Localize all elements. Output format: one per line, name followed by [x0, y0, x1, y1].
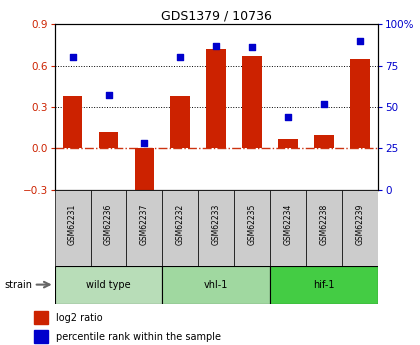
Bar — [270, 266, 378, 304]
Bar — [198, 190, 234, 266]
Point — [177, 55, 184, 60]
Text: GSM62233: GSM62233 — [212, 203, 221, 245]
Point — [285, 114, 291, 120]
Bar — [163, 190, 198, 266]
Bar — [171, 96, 190, 148]
Point — [69, 55, 76, 60]
Text: GSM62237: GSM62237 — [140, 203, 149, 245]
Bar — [206, 49, 226, 148]
Text: strain: strain — [4, 280, 32, 289]
Point — [105, 92, 112, 98]
Bar — [242, 56, 262, 148]
Bar — [126, 190, 163, 266]
Bar — [55, 190, 91, 266]
Point — [321, 101, 328, 106]
Text: hif-1: hif-1 — [313, 280, 335, 289]
Text: GSM62236: GSM62236 — [104, 203, 113, 245]
Bar — [314, 135, 334, 148]
Bar — [278, 139, 298, 148]
Bar — [234, 190, 270, 266]
Text: GSM62235: GSM62235 — [248, 203, 257, 245]
Text: GSM62238: GSM62238 — [320, 203, 328, 245]
Point — [141, 141, 148, 146]
Bar — [55, 266, 163, 304]
Bar — [342, 190, 378, 266]
Text: vhl-1: vhl-1 — [204, 280, 228, 289]
Bar — [306, 190, 342, 266]
Text: GSM62239: GSM62239 — [356, 203, 365, 245]
Point — [357, 38, 363, 43]
Bar — [63, 96, 82, 148]
Bar — [91, 190, 126, 266]
Text: GSM62232: GSM62232 — [176, 203, 185, 245]
Point — [213, 43, 220, 48]
Text: percentile rank within the sample: percentile rank within the sample — [56, 332, 221, 342]
Bar — [350, 59, 370, 148]
Bar — [134, 148, 154, 193]
Text: GSM62234: GSM62234 — [284, 203, 293, 245]
Bar — [34, 311, 48, 324]
Title: GDS1379 / 10736: GDS1379 / 10736 — [161, 10, 272, 23]
Bar — [163, 266, 270, 304]
Text: wild type: wild type — [86, 280, 131, 289]
Bar — [99, 132, 118, 148]
Bar — [34, 330, 48, 343]
Text: log2 ratio: log2 ratio — [56, 313, 102, 323]
Point — [249, 45, 256, 50]
Text: GSM62231: GSM62231 — [68, 203, 77, 245]
Bar — [270, 190, 306, 266]
